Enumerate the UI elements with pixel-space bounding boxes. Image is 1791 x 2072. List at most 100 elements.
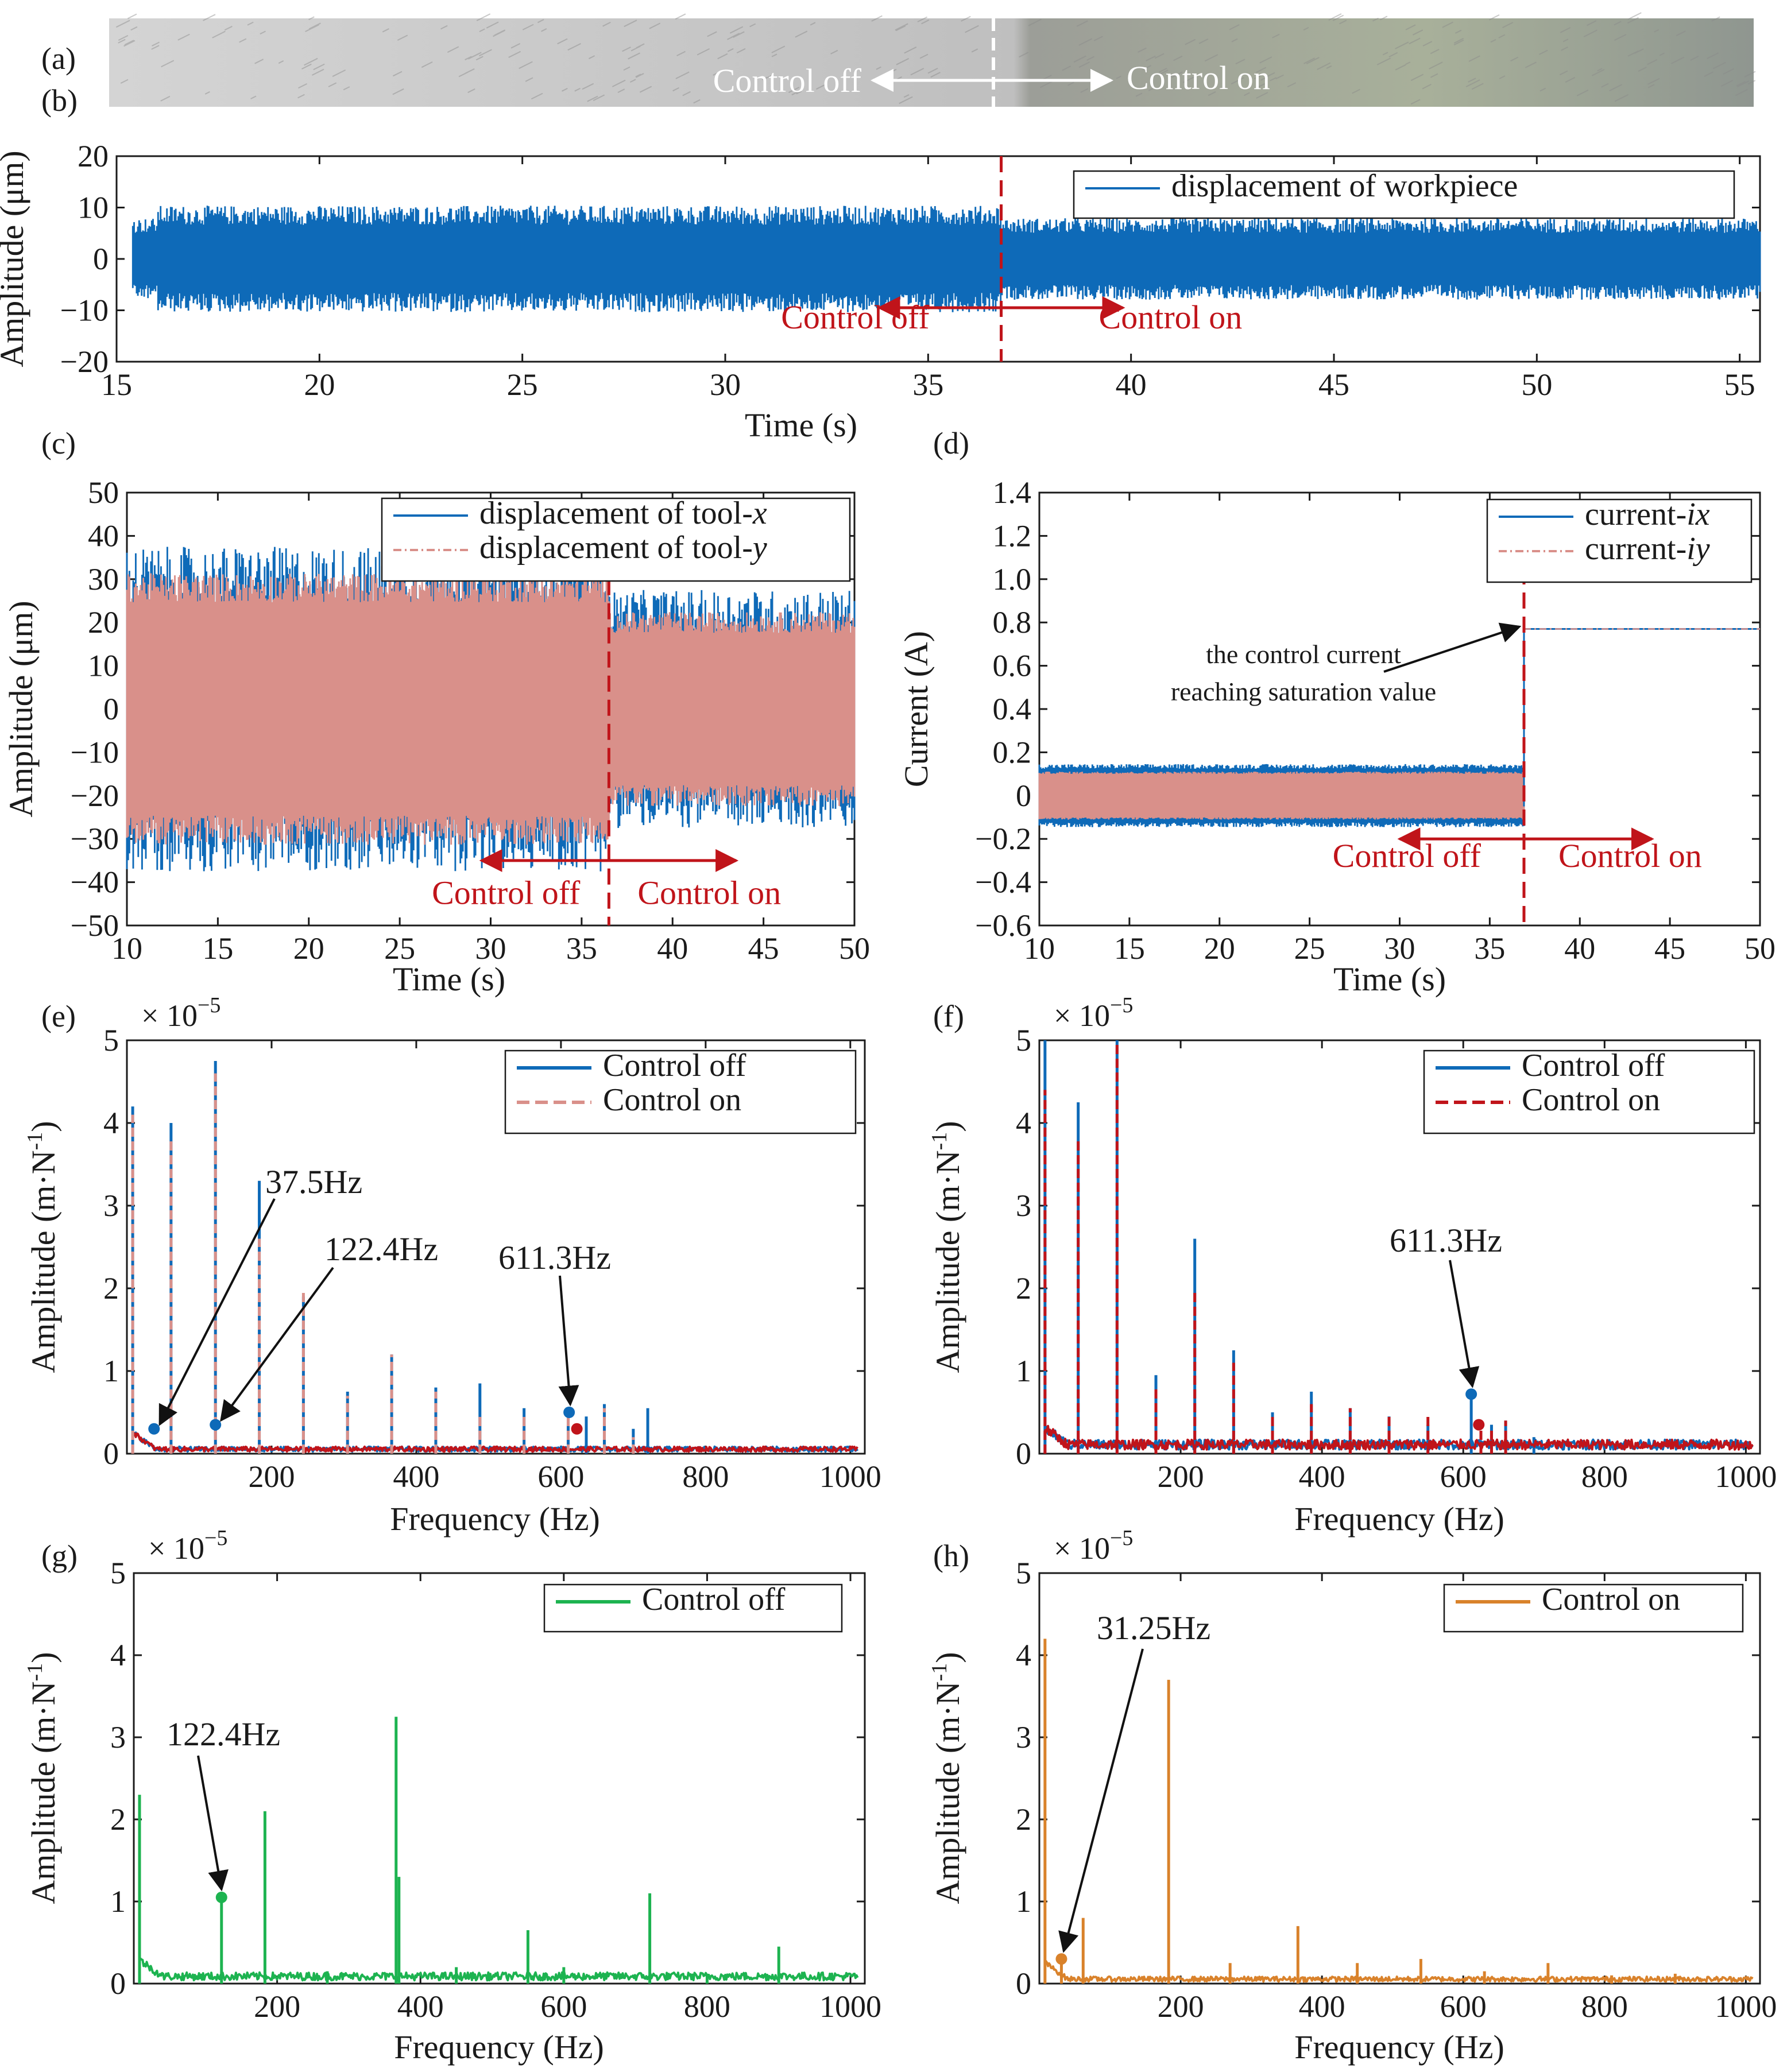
y-axis-label-main: Amplitude (m·N <box>929 1150 966 1373</box>
plot-frame <box>1038 1039 1761 1455</box>
surface-scratches <box>115 12 1756 105</box>
y-tick-label: 0 <box>103 692 119 726</box>
annotation-arrow-122-4hz <box>220 1267 334 1422</box>
panel-label-e: (e) <box>41 999 76 1033</box>
panel-label-a: (a) <box>41 41 76 76</box>
x-tick-label: 15 <box>101 367 132 402</box>
scale-factor: × 10−5 <box>141 993 221 1033</box>
legend-entry-var: iy <box>1686 531 1710 567</box>
scale-exponent: −5 <box>1110 993 1133 1017</box>
x-tick-label: 55 <box>1724 367 1755 402</box>
annotation-611-3hz: 611.3Hz <box>1390 1222 1502 1259</box>
x-tick-label: 50 <box>1521 367 1552 402</box>
y-axis-label-sup: -1 <box>927 1663 951 1682</box>
y-tick-label: 3 <box>110 1720 126 1755</box>
y-tick-label: −50 <box>71 908 119 943</box>
y-tick-label: 4 <box>1016 1638 1031 1672</box>
legend-entry-name: current- <box>1585 531 1686 567</box>
legend-entry-name: Control on <box>1522 1082 1660 1118</box>
y-axis-label-main: Amplitude (m·N <box>25 1150 62 1373</box>
y-tick-label: 4 <box>103 1106 119 1140</box>
x-tick-label: 15 <box>202 931 233 966</box>
x-tick-label: 1000 <box>819 1989 881 2024</box>
x-tick-label: 40 <box>1564 931 1595 966</box>
y-tick-label: 0 <box>93 242 109 276</box>
legend-entry-name: displacement of workpiece <box>1171 168 1518 204</box>
current-iy-signal <box>1038 771 1525 820</box>
y-tick-label: −0.6 <box>975 908 1031 943</box>
legend-box <box>1443 1583 1744 1633</box>
y-tick-label: 5 <box>110 1556 126 1590</box>
control-off-label: Control off <box>432 874 581 911</box>
surface-control-on: Control on <box>1127 59 1270 96</box>
y-tick-label: −0.4 <box>975 865 1031 900</box>
legend-entry-name: displacement of tool- <box>479 530 753 566</box>
x-axis-label: Frequency (Hz) <box>394 2028 604 2066</box>
y-tick-label: 0.8 <box>993 605 1032 640</box>
y-tick-label: 20 <box>78 139 109 173</box>
y-tick-label: 5 <box>103 1023 119 1058</box>
legend-box <box>1423 1049 1755 1134</box>
spectrum-baseline-control-on <box>1043 1424 1754 1451</box>
x-tick-label: 45 <box>1654 931 1685 966</box>
legend-entry: current-iy <box>1585 531 1710 567</box>
legend-entry-name: Control off <box>1522 1048 1665 1083</box>
y-tick-label: −0.2 <box>975 822 1031 856</box>
y-tick-label: 2 <box>1016 1271 1031 1306</box>
y-tick-label: 1.0 <box>993 562 1032 597</box>
legend-entry-var: ix <box>1686 497 1710 532</box>
x-tick-label: 20 <box>304 367 335 402</box>
control-on-label: Control on <box>1099 299 1243 336</box>
x-axis-label: Time (s) <box>1333 961 1446 998</box>
y-axis-label-end: ) <box>25 1121 62 1132</box>
annotation-arrow-611-3hz <box>558 1275 579 1407</box>
surface-control-off: Control off <box>713 62 862 99</box>
x-tick-label: 20 <box>1204 931 1235 966</box>
y-tick-label: 2 <box>110 1802 126 1837</box>
peak-marker <box>1473 1419 1485 1431</box>
y-tick-label: 0.4 <box>993 692 1032 726</box>
y-axis-label: Amplitude (m·N-1) <box>23 1652 62 1904</box>
y-axis-label-sup: -1 <box>23 1132 47 1151</box>
x-axis-label: Frequency (Hz) <box>1294 2028 1504 2066</box>
y-tick-label: 0 <box>110 1966 126 2001</box>
y-tick-label: 20 <box>88 605 119 640</box>
panel-a: (a) Control off Control on <box>41 12 1756 107</box>
y-tick-label: 5 <box>1016 1556 1031 1590</box>
y-tick-label: 5 <box>1016 1023 1031 1058</box>
legend-entry-name: Control off <box>642 1582 786 1617</box>
x-tick-label: 600 <box>540 1989 587 2024</box>
x-tick-label: 400 <box>393 1459 439 1494</box>
plot-frame <box>133 1572 866 1985</box>
annotation-arrow-122-4hz <box>197 1755 229 1892</box>
panel-h: 200 400 600 800 1000 0 1 2 3 4 5 Frequency (Hz) Ampl… <box>927 1526 1777 2066</box>
x-tick-label: 200 <box>254 1989 300 2024</box>
x-tick-label: 50 <box>1744 931 1775 966</box>
y-tick-label: −10 <box>60 293 109 328</box>
y-axis-label-end: ) <box>929 1652 966 1663</box>
x-tick-label: 400 <box>1299 1989 1345 2024</box>
legend-entry: Control on <box>603 1082 741 1118</box>
legend-entry: Control off <box>642 1582 786 1617</box>
x-tick-label: 25 <box>1294 931 1325 966</box>
scale-prefix: × 10 <box>141 998 198 1033</box>
y-tick-label: 2 <box>1016 1802 1031 1837</box>
annotation-arrow-31-25hz <box>1058 1648 1144 1953</box>
x-tick-label: 200 <box>1158 1459 1204 1494</box>
x-tick-label: 30 <box>475 931 506 966</box>
legend-entry-name: current- <box>1585 497 1686 532</box>
y-tick-label: 10 <box>88 649 119 683</box>
control-off-label: Control off <box>1333 837 1481 874</box>
x-tick-label: 600 <box>1440 1989 1487 2024</box>
x-tick-label: 800 <box>684 1989 730 2024</box>
panel-label-b: (b) <box>41 83 78 118</box>
x-tick-label: 10 <box>111 931 142 966</box>
panel-e: 200 400 600 800 1000 0 1 2 3 4 5 Frequency (Hz) Ampl… <box>23 993 881 1537</box>
legend-entry-var: x <box>752 495 767 531</box>
y-tick-label: 3 <box>1016 1720 1031 1755</box>
y-axis-label-sup: -1 <box>23 1663 47 1682</box>
legend-entry: Control off <box>603 1048 746 1083</box>
x-tick-label: 40 <box>1116 367 1147 402</box>
legend-entry-name: Control off <box>603 1048 746 1083</box>
y-tick-label: 1.2 <box>993 518 1032 553</box>
